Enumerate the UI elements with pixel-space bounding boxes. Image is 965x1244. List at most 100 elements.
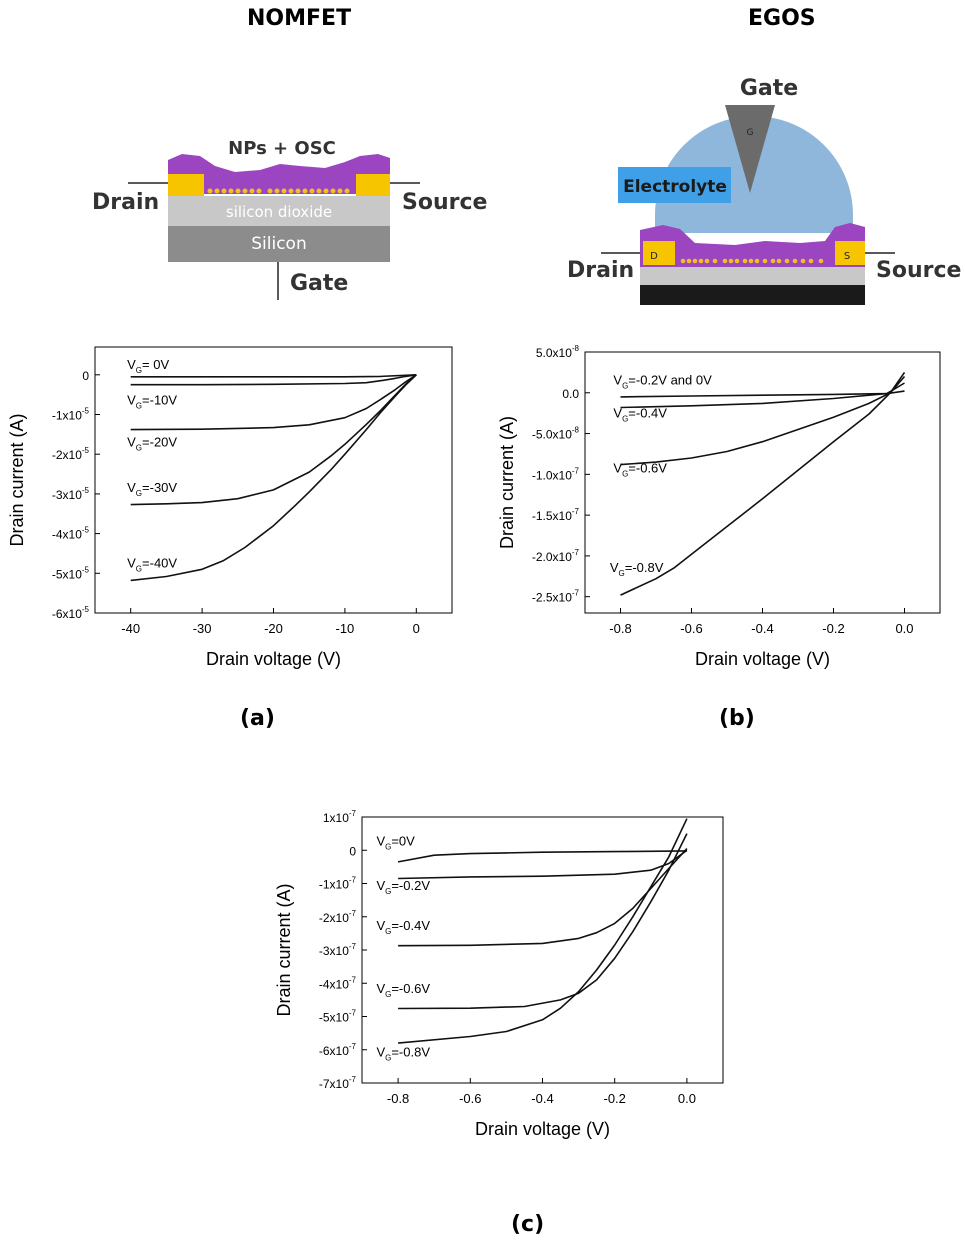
x-tick-label: -0.4 bbox=[751, 621, 773, 636]
series-label-0: VG=-0.2V and 0V bbox=[613, 373, 712, 391]
source-contact bbox=[356, 174, 390, 196]
x-tick-label: -0.6 bbox=[680, 621, 702, 636]
y-tick-label: 1x10-7 bbox=[323, 809, 357, 825]
x-axis-label: Drain voltage (V) bbox=[206, 649, 341, 669]
x-axis-label: Drain voltage (V) bbox=[695, 649, 830, 669]
y-tick-label: 0 bbox=[82, 369, 89, 383]
series-label-3: VG=-30V bbox=[127, 480, 177, 498]
series-line-3 bbox=[398, 833, 688, 1010]
y-tick-label: -1x10-7 bbox=[319, 876, 357, 892]
y-tick-label: -5.0x10-8 bbox=[532, 426, 580, 442]
source-label: Source bbox=[402, 190, 487, 215]
gate-electrode bbox=[725, 105, 775, 193]
series-label-1: VG=-10V bbox=[127, 393, 177, 411]
series-line-2 bbox=[620, 375, 906, 466]
series-label-2: VG=-0.6V bbox=[613, 461, 667, 479]
y-tick-label: -1.5x10-7 bbox=[532, 507, 580, 523]
y-tick-label: -6x10-7 bbox=[319, 1042, 357, 1058]
y-tick-label: -3x10-7 bbox=[319, 942, 357, 958]
series-line-4 bbox=[398, 818, 688, 1044]
plot-frame bbox=[361, 816, 724, 1084]
x-tick-label: -40 bbox=[121, 621, 140, 636]
x-tick-label: -0.8 bbox=[387, 1091, 409, 1106]
x-tick-label: -0.2 bbox=[822, 621, 844, 636]
y-tick-label: 5.0x10-8 bbox=[536, 344, 580, 360]
y-axis-label: Drain current (A) bbox=[274, 883, 294, 1016]
series-label-1: VG=-0.4V bbox=[613, 405, 667, 423]
nanoparticles bbox=[207, 188, 350, 194]
egos-oxide-layer bbox=[640, 267, 865, 285]
y-tick-label: -6x10-5 bbox=[52, 605, 90, 621]
osc-layer bbox=[168, 154, 390, 194]
egos-gate-label: Gate bbox=[740, 76, 798, 101]
chart-panel-2: -0.8 -0.6 -0.4 -0.2 0.0 1x10-7 0 -1x10-7 -2x10-7… bbox=[274, 809, 724, 1139]
electrolyte-label: Electrolyte bbox=[623, 177, 727, 197]
x-axis-label: Drain voltage (V) bbox=[475, 1119, 610, 1139]
series-line-0 bbox=[397, 850, 687, 863]
series-label-2: VG=-0.4V bbox=[376, 918, 430, 936]
panel-label-a: (a) bbox=[240, 706, 275, 731]
egos-substrate bbox=[640, 285, 865, 305]
x-tick-label: -0.8 bbox=[609, 621, 631, 636]
series-line-4 bbox=[130, 374, 417, 582]
y-axis-label: Drain current (A) bbox=[497, 416, 517, 549]
series-label-3: VG=-0.6V bbox=[376, 981, 430, 999]
x-tick-label: -0.2 bbox=[603, 1091, 625, 1106]
egos-diagram: G Gate Electrolyte D S Drain Source bbox=[567, 76, 961, 305]
y-tick-label: -7x10-7 bbox=[319, 1075, 357, 1091]
y-tick-label: -2.0x10-7 bbox=[532, 548, 580, 564]
series-label-4: VG=-0.8V bbox=[376, 1044, 430, 1062]
y-tick-label: -5x10-5 bbox=[52, 565, 90, 581]
egos-source-contact bbox=[835, 241, 865, 265]
series-line-1 bbox=[398, 849, 688, 880]
drain-label: Drain bbox=[92, 190, 159, 215]
y-tick-label: 0.0 bbox=[562, 387, 579, 401]
series-line-2 bbox=[130, 374, 417, 431]
egos-header: EGOS bbox=[748, 6, 816, 31]
y-tick-label: -2x10-5 bbox=[52, 446, 90, 462]
series-line-3 bbox=[130, 374, 417, 506]
x-tick-label: -20 bbox=[264, 621, 283, 636]
y-tick-label: -1x10-5 bbox=[52, 406, 90, 422]
nomfet-diagram: NPs + OSC Drain Source silicon dioxide S… bbox=[92, 138, 487, 300]
egos-source-label: Source bbox=[876, 258, 961, 283]
y-tick-label: -2x10-7 bbox=[319, 909, 357, 925]
oxide-layer bbox=[168, 196, 390, 226]
oxide-label: silicon dioxide bbox=[226, 203, 332, 221]
series-line-3 bbox=[620, 371, 906, 596]
series-label-4: VG=-40V bbox=[127, 555, 177, 573]
series-label-2: VG=-20V bbox=[127, 434, 177, 452]
panel-label-c: (c) bbox=[511, 1212, 545, 1237]
x-tick-label: -0.6 bbox=[459, 1091, 481, 1106]
chart-panel-1: -0.8 -0.6 -0.4 -0.2 0.0 5.0x10-8 0.0 -5.0x10-8 -… bbox=[497, 344, 941, 669]
x-tick-label: -10 bbox=[336, 621, 355, 636]
x-tick-label: 0 bbox=[413, 621, 420, 636]
panel-label-b: (b) bbox=[719, 706, 755, 731]
series-label-1: VG=-0.2V bbox=[376, 878, 430, 896]
series-line-1 bbox=[620, 382, 905, 409]
y-tick-label: -3x10-5 bbox=[52, 486, 90, 502]
silicon-label: Silicon bbox=[251, 234, 306, 254]
np-osc-label: NPs + OSC bbox=[228, 138, 336, 159]
chart-panel-0: -40 -30 -20 -10 0 0 -1x10-5 -2x10-5 -3x10-5 -4x10… bbox=[7, 346, 453, 669]
x-tick-label: -0.4 bbox=[531, 1091, 553, 1106]
series-line-0 bbox=[130, 374, 417, 378]
plot-frame bbox=[94, 346, 453, 614]
y-tick-label: -1.0x10-7 bbox=[532, 466, 580, 482]
s-mark: S bbox=[844, 251, 850, 262]
d-mark: D bbox=[650, 251, 658, 262]
x-tick-label: 0.0 bbox=[895, 621, 913, 636]
y-axis-label: Drain current (A) bbox=[7, 413, 27, 546]
series-line-0 bbox=[620, 390, 905, 398]
y-tick-label: -4x10-7 bbox=[319, 975, 357, 991]
gate-label: Gate bbox=[290, 271, 348, 296]
nomfet-header: NOMFET bbox=[247, 6, 352, 31]
drain-contact bbox=[168, 174, 204, 196]
egos-drain-contact bbox=[643, 241, 675, 265]
x-tick-label: 0.0 bbox=[678, 1091, 696, 1106]
series-line-1 bbox=[130, 374, 417, 386]
y-tick-label: -5x10-7 bbox=[319, 1009, 357, 1025]
gate-electrode-mark: G bbox=[747, 128, 754, 138]
silicon-layer bbox=[168, 226, 390, 262]
egos-osc-layer bbox=[640, 223, 865, 267]
